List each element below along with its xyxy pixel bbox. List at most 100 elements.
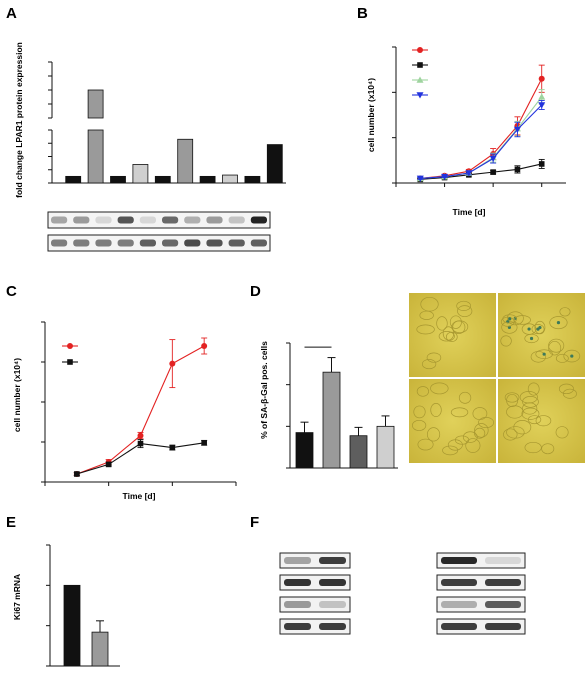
blot-a-band [228,239,245,247]
blot-a-frame [47,211,271,229]
panel-b-legend-marker [417,47,423,53]
panel-c-x-axis-label: Time [d] [123,491,156,501]
panel-a-bar-lower [87,129,104,184]
micrograph-cell [524,333,539,344]
micrograph-stain [508,317,512,321]
panel-b-legend-marker [416,76,424,83]
blot-f-band [284,623,311,630]
panel-a-bar [266,144,283,184]
blot-f-frame [279,596,351,613]
micrograph-cell [549,316,568,330]
blot-a-band [250,216,267,224]
micrograph-cell [413,405,426,419]
panel-b-series-line-silpar3 [420,104,543,180]
panel-a-bar [222,174,238,184]
micrograph-stain [556,321,561,325]
micrograph-cell [462,431,478,443]
panel-c-legend-marker [67,343,73,349]
micrograph-cell [541,443,555,455]
micrograph-cell [506,393,519,407]
micrograph-cell [513,419,532,435]
micrograph-cell [416,324,435,335]
panel-a-bar-break-gap [86,119,106,129]
micrograph-cell [535,415,552,427]
micrograph-cell [506,405,524,419]
micrograph-cell [457,305,473,317]
panel-a-bar-chart: fold change LPAR1 protein expression [14,42,286,198]
micrograph-cell [416,386,429,397]
micrograph-cell [465,438,481,453]
micrograph-cell [548,338,565,353]
blot-a-band [95,216,112,224]
panel-b-data-point [416,175,424,182]
panel-a-western-blot [47,211,271,252]
blot-a-band [51,239,68,247]
blot-f-band [319,579,346,586]
panel-a-bar [110,175,126,184]
blot-f-band [319,623,346,630]
micrograph-cell [458,391,472,404]
panel-f-western-blots [279,552,526,635]
micrograph-cell [446,331,458,342]
micrograph-cell [442,445,459,456]
panel-c-data-point [201,440,207,446]
blot-f-band [441,579,477,586]
micrograph-cell [419,310,434,320]
blot-f-band [284,579,311,586]
micrograph-cell [426,427,441,442]
micrograph-silpar1 [498,293,585,377]
panel-c-data-point [201,343,208,349]
blot-f-band [485,557,521,564]
micrograph-cell [527,415,542,425]
blot-f-band [284,601,311,608]
micrograph-cell [559,307,571,317]
micrograph-cell [449,315,462,329]
panel-d-bar [322,371,341,469]
micrograph-cell [504,392,520,403]
micrograph-cell [500,335,512,347]
micrograph-cell [521,407,540,420]
micrograph-cell [530,351,547,363]
panel-b-series-line-silpar1 [420,163,542,180]
micrograph-cell [506,426,525,439]
panel-b-data-point [465,170,473,177]
blot-f-frame [279,552,351,569]
blot-a-band [139,216,156,224]
blot-f-band [319,557,346,564]
panel-b-data-point [538,161,545,167]
blot-f-band [441,601,477,608]
micrograph-cell [442,326,455,341]
panel-b-line-chart: Time [d] cell number (x10⁴) [366,46,566,217]
micrograph-cell [501,321,518,334]
panel-b-data-point [538,75,545,82]
micrograph-stain [570,354,574,358]
panel-c-data-point [169,444,176,451]
blot-a-band [184,216,201,224]
micrograph-cell [555,353,569,363]
micrograph-cell [522,402,538,415]
micrograph-cell [534,320,546,335]
panel-a-bar-upper [87,89,104,119]
panel-b-y-axis-label: cell number (x10⁴) [366,78,376,152]
micrograph-cell [478,416,495,429]
panel-b-series-line-sicrtl [420,78,543,180]
blot-f-band [485,623,521,630]
blot-a-band [206,239,223,247]
panel-b-data-point [490,169,496,175]
micrograph-cell [500,316,515,327]
panel-e-bar-chart: Ki67 mRNA [12,544,120,667]
micrograph-cell [531,324,545,335]
blot-a-band [162,239,179,247]
panel-d-bar [349,435,368,469]
micrograph-stain [538,325,542,330]
panel-a-bar [244,175,261,184]
panel-a-bar [177,138,194,184]
panel-d-micrographs [409,293,585,463]
blot-a-band [139,239,156,247]
panel-c-line-chart: Time [d] cell number (x10⁴) [12,321,237,501]
micrograph-cell [474,427,486,439]
panel-e-y-axis-label: Ki67 mRNA [12,574,22,620]
panel-label-e: E [6,514,16,531]
panel-e-bar [63,584,81,667]
